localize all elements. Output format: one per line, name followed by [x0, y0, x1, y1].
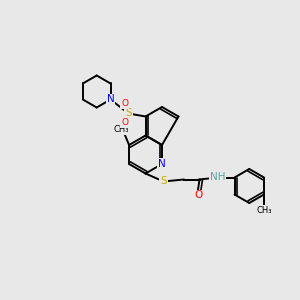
Text: O: O — [121, 99, 128, 108]
Text: N: N — [158, 159, 166, 169]
Text: S: S — [160, 176, 167, 187]
Text: N: N — [107, 94, 114, 104]
Text: CH₃: CH₃ — [113, 125, 129, 134]
Text: NH: NH — [210, 172, 225, 182]
Text: O: O — [121, 118, 128, 127]
Text: CH₃: CH₃ — [256, 206, 272, 215]
Text: O: O — [194, 190, 203, 200]
Text: S: S — [125, 109, 132, 118]
